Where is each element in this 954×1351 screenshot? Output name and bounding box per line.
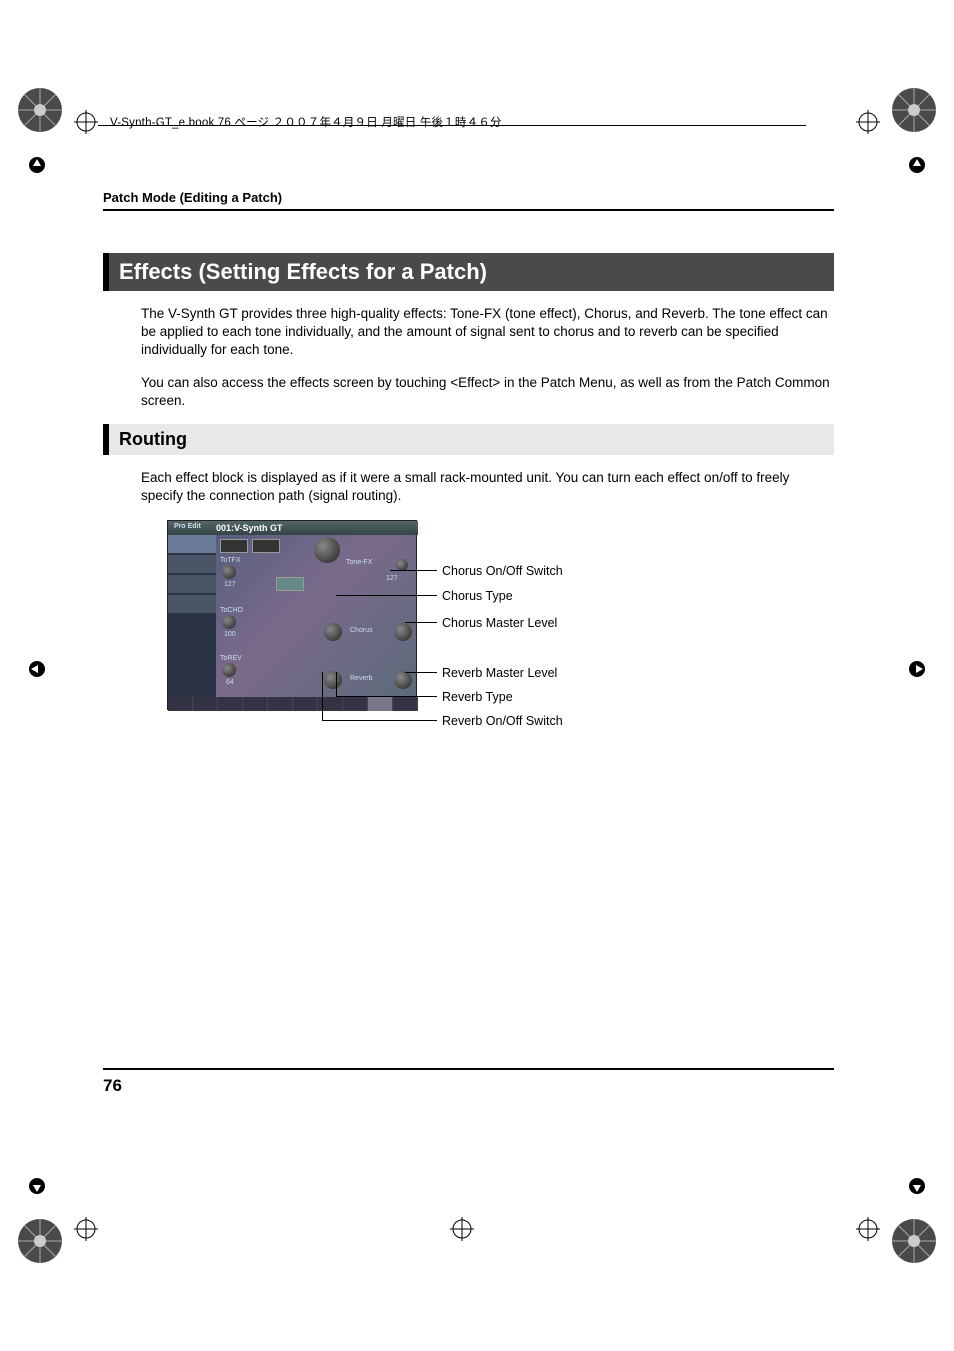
printmark-arrow-rb: [908, 1177, 926, 1195]
tab-routing[interactable]: [168, 535, 216, 553]
btab-com[interactable]: [168, 697, 193, 711]
printmark-wheel-tl: [16, 86, 64, 134]
screenshot-bottom-tabs: [168, 697, 418, 711]
screenshot-body: ToTFX 127 Tone-FX 127 ToCHO 100 Chorus T…: [216, 535, 418, 697]
callout-chorus-master: Chorus Master Level: [442, 616, 557, 630]
page-footer: 76: [103, 1068, 834, 1096]
val-tonefx: 127: [386, 575, 398, 582]
btab-apsyn[interactable]: [343, 697, 368, 711]
printmark-wheel-tr: [890, 86, 938, 134]
knob-torev[interactable]: [222, 663, 236, 677]
paragraph-routing: Each effect block is displayed as if it …: [141, 469, 834, 505]
callout-reverb-master: Reverb Master Level: [442, 666, 557, 680]
screenshot-pro-edit: Pro Edit: [174, 523, 201, 530]
tab-tone-fx[interactable]: [168, 555, 216, 573]
val-torev: 64: [226, 679, 234, 686]
printmark-wheel-br: [890, 1217, 938, 1265]
callout-reverb-onoff: Reverb On/Off Switch: [442, 714, 563, 728]
printmark-arrow-lt: [28, 156, 46, 174]
paragraph-intro-2: You can also access the effects screen b…: [141, 374, 834, 410]
screenshot-effects-routing: 001:V-Synth GT Pro Edit ToTFX 127 Tone-F…: [167, 520, 417, 710]
printmark-crosshair-bc: [450, 1217, 474, 1241]
callout-line-chorus-type: [336, 595, 437, 596]
screenshot-title: 001:V-Synth GT: [168, 521, 418, 535]
btab-cosm1[interactable]: [268, 697, 293, 711]
knob-totfx[interactable]: [222, 565, 236, 579]
btab-osc1[interactable]: [193, 697, 218, 711]
callout-line-reverb-type: [336, 696, 437, 697]
tab-chorus[interactable]: [168, 575, 216, 593]
callout-reverb-type: Reverb Type: [442, 690, 513, 704]
knob-chorus-master[interactable]: [394, 623, 412, 641]
callout-chorus-onoff: Chorus On/Off Switch: [442, 564, 563, 578]
btab-osc2[interactable]: [218, 697, 243, 711]
printmark-crosshair-br: [856, 1217, 880, 1241]
knob-reverb-master[interactable]: [394, 671, 412, 689]
lbl-reverb: Reverb: [350, 675, 373, 682]
lbl-torev: ToREV: [220, 655, 242, 662]
lbl-totfx: ToTFX: [220, 557, 241, 564]
chapter-header: Patch Mode (Editing a Patch): [103, 190, 834, 211]
callout-line-chorus-onoff: [390, 570, 437, 571]
printmark-arrow-lm: [28, 660, 46, 678]
lbl-chorus: Chorus: [350, 627, 373, 634]
knob-chorus[interactable]: [324, 623, 342, 641]
val-totfx: 127: [224, 581, 236, 588]
page-number: 76: [103, 1076, 834, 1096]
btn-apsyn[interactable]: [252, 539, 280, 553]
btab-cosm2[interactable]: [293, 697, 318, 711]
printmark-wheel-bl: [16, 1217, 64, 1265]
printmark-crosshair-tr: [856, 110, 880, 134]
btn-tva[interactable]: [220, 539, 248, 553]
btab-mod[interactable]: [243, 697, 268, 711]
callout-vline-reverb-onoff: [322, 672, 323, 720]
printmark-arrow-lb: [28, 1177, 46, 1195]
page-content: Patch Mode (Editing a Patch) Effects (Se…: [103, 190, 834, 740]
printmark-crosshair-bl: [74, 1217, 98, 1241]
btn-tfx[interactable]: [276, 577, 304, 591]
printmark-arrow-rm: [908, 660, 926, 678]
paragraph-intro-1: The V-Synth GT provides three high-quali…: [141, 305, 834, 360]
callout-line-chorus-master: [405, 622, 437, 623]
knob-output[interactable]: [314, 537, 340, 563]
section-title-bar: Effects (Setting Effects for a Patch): [103, 253, 834, 291]
book-stamp: V-Synth-GT_e.book 76 ページ ２００７年４月９日 月曜日 午…: [110, 114, 502, 130]
callout-line-reverb-master: [405, 672, 437, 673]
val-tocho: 100: [224, 631, 236, 638]
btab-effect[interactable]: [368, 697, 393, 711]
lbl-tonefx: Tone-FX: [346, 559, 372, 566]
screenshot-left-tabs: [168, 535, 216, 697]
callout-line-reverb-onoff: [322, 720, 437, 721]
printmark-crosshair-tl: [74, 110, 98, 134]
printmark-arrow-rt: [908, 156, 926, 174]
knob-tocho[interactable]: [222, 615, 236, 629]
book-stamp-rule: [98, 125, 806, 126]
figure-routing: 001:V-Synth GT Pro Edit ToTFX 127 Tone-F…: [167, 520, 834, 740]
tab-reverb[interactable]: [168, 595, 216, 613]
subsection-title-bar: Routing: [103, 424, 834, 455]
knob-reverb[interactable]: [324, 671, 342, 689]
lbl-tocho: ToCHO: [220, 607, 243, 614]
callout-chorus-type: Chorus Type: [442, 589, 513, 603]
callout-vline-reverb-type: [336, 672, 337, 696]
btab-fxt[interactable]: [393, 697, 418, 711]
